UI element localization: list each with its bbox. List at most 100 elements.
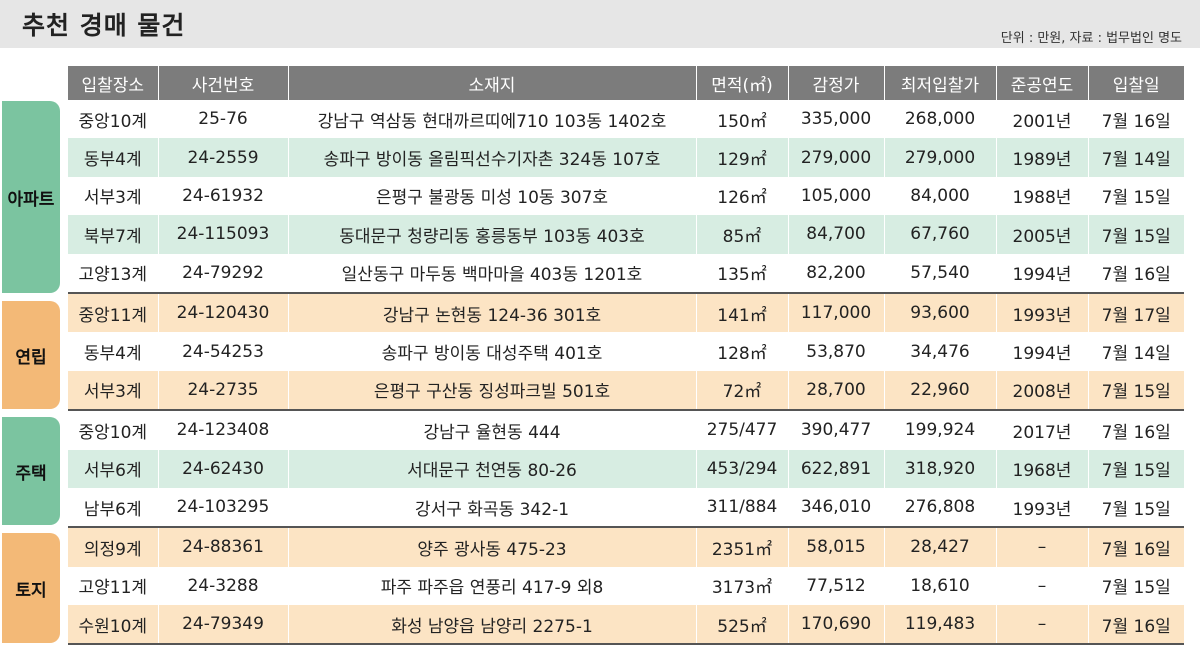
cell-area: 275/477 — [695, 409, 788, 450]
table-row: 의정9계 24-88361 양주 광사동 475-23 2351㎡ 58,015 28,4… — [68, 526, 1184, 567]
cell-area: 126㎡ — [695, 176, 788, 216]
cell-address: 강서구 화곡동 342-1 — [287, 487, 696, 528]
cell-case-number: 24-61932 — [157, 176, 288, 216]
cell-case-number: 24-54253 — [157, 332, 288, 371]
category-rowhouse: 연립 — [2, 301, 60, 409]
cell-case-number: 24-3288 — [157, 566, 288, 606]
cell-min-bid: 119,483 — [883, 605, 996, 646]
cell-area: 72㎡ — [695, 370, 788, 411]
cell-built-year: – — [995, 605, 1088, 646]
cell-bid-date: 7월 15일 — [1087, 215, 1184, 254]
cell-case-number: 24-115093 — [157, 215, 288, 254]
cell-area: 150㎡ — [695, 100, 788, 139]
cell-case-number: 24-79349 — [157, 605, 288, 646]
cell-place: 중앙10계 — [78, 111, 148, 132]
cell-place: 동부4계 — [83, 344, 142, 365]
cell-appraisal: 335,000 — [787, 100, 884, 139]
cell-built-year: 2001년 — [995, 100, 1088, 139]
cell-bid-date: 7월 16일 — [1087, 605, 1184, 646]
cell-place: 의정9계 — [68, 526, 158, 567]
cell-built-year: 1968년 — [995, 449, 1088, 488]
cell-min-bid: 93,600 — [883, 291, 996, 333]
cell-appraisal: 58,015 — [787, 526, 884, 567]
cell-bid-date: 7월 15일 — [1087, 449, 1184, 488]
table-row: 서부3계 24-2735 은평구 구산동 징성파크빌 501호 72㎡ 28,700 22… — [68, 370, 1184, 411]
cell-address: 화성 남양읍 남양리 2275-1 — [287, 605, 696, 646]
cell-area: 3173㎡ — [695, 566, 788, 606]
cell-appraisal: 390,477 — [787, 409, 884, 450]
cell-address: 일산동구 마두동 백마마을 403동 1201호 — [287, 253, 696, 293]
cell-place: 중앙11계 — [68, 291, 158, 333]
cell-bid-date: 7월 15일 — [1087, 176, 1184, 216]
cell-bid-date: 7월 16일 — [1087, 100, 1184, 139]
cell-built-year: 1994년 — [995, 253, 1088, 293]
source-note: 단위 : 만원, 자료 : 법무법인 명도 — [1000, 31, 1182, 46]
column-header: 면적(㎡) — [695, 66, 788, 100]
cell-appraisal: 105,000 — [787, 176, 884, 216]
cell-bid-date: 7월 14일 — [1087, 138, 1184, 177]
cell-place: 수원10계 — [68, 605, 158, 646]
column-header: 입찰일 — [1087, 66, 1184, 100]
category-house: 주택 — [2, 417, 60, 525]
column-header: 최저입찰가 — [883, 66, 996, 100]
cell-min-bid: 34,476 — [883, 332, 996, 371]
cell-case-number: 24-2559 — [157, 138, 288, 177]
cell-address: 강남구 논현동 124-36 301호 — [287, 291, 696, 333]
table-row: 남부6계 24-103295 강서구 화곡동 342-1 311/884 346,010… — [68, 487, 1184, 528]
cell-appraisal: 117,000 — [787, 291, 884, 333]
cell-appraisal: 77,512 — [787, 566, 884, 606]
cell-bid-date: 7월 15일 — [1087, 487, 1184, 528]
cell-appraisal: 28,700 — [787, 370, 884, 411]
cell-min-bid: 67,760 — [883, 215, 996, 254]
cell-area: 141㎡ — [695, 291, 788, 333]
cell-min-bid: 199,924 — [883, 409, 996, 450]
cell-case-number: 25-76 — [157, 100, 288, 139]
cell-min-bid: 268,000 — [883, 100, 996, 139]
cell-bid-date: 7월 16일 — [1087, 253, 1184, 293]
cell-min-bid: 276,808 — [883, 487, 996, 528]
cell-address: 은평구 불광동 미성 10동 307호 — [287, 176, 696, 216]
cell-area: 2351㎡ — [695, 526, 788, 567]
cell-case-number: 24-103295 — [157, 487, 288, 528]
cell-case-number: 24-62430 — [157, 449, 288, 488]
cell-case-number: 24-123408 — [157, 409, 288, 450]
column-header: 입찰장소 — [68, 66, 158, 100]
cell-case-number: 24-88361 — [157, 526, 288, 567]
table-row: 동부4계 24-54253 송파구 방이동 대성주택 401호 128㎡ 53,870 3… — [68, 332, 1184, 371]
cell-bid-date: 7월 17일 — [1087, 291, 1184, 333]
cell-address: 은평구 구산동 징성파크빌 501호 — [287, 370, 696, 411]
cell-address: 양주 광사동 475-23 — [287, 526, 696, 567]
column-header: 준공연도 — [995, 66, 1088, 100]
cell-area: 128㎡ — [695, 332, 788, 371]
cell-appraisal: 53,870 — [787, 332, 884, 371]
cell-area: 311/884 — [695, 487, 788, 528]
cell-place: 북부7계 — [68, 215, 158, 254]
cell-address: 서대문구 천연동 80-26 — [287, 449, 696, 488]
category-land: 토지 — [2, 533, 60, 643]
cell-built-year: 1988년 — [995, 176, 1088, 216]
column-header: 감정가 — [787, 66, 884, 100]
cell-min-bid: 318,920 — [883, 449, 996, 488]
cell-area: 525㎡ — [695, 605, 788, 646]
cell-bid-date: 7월 15일 — [1087, 370, 1184, 411]
cell-place: 서부3계 — [68, 370, 158, 411]
cell-min-bid: 279,000 — [883, 138, 996, 177]
cell-min-bid: 84,000 — [883, 176, 996, 216]
cell-built-year: 1993년 — [995, 487, 1088, 528]
cell-appraisal: 622,891 — [787, 449, 884, 488]
cell-built-year: 2005년 — [995, 215, 1088, 254]
table-row: 북부7계 24-115093 동대문구 청량리동 홍릉동부 103동 403호 85㎡… — [68, 215, 1184, 254]
cell-bid-date: 7월 16일 — [1087, 526, 1184, 567]
title-bar: 추천 경매 물건 단위 : 만원, 자료 : 법무법인 명도 — [0, 0, 1200, 48]
cell-place: 서부3계 — [83, 188, 142, 209]
cell-built-year: 1989년 — [995, 138, 1088, 177]
cell-built-year: – — [995, 566, 1088, 606]
auction-table: 입찰장소 사건번호 소재지 면적(㎡) 감정가 최저입찰가 준공연도 입찰일 중… — [68, 66, 1184, 646]
cell-address: 강남구 역삼동 현대까르띠에710 103동 1402호 — [287, 100, 696, 139]
cell-bid-date: 7월 16일 — [1087, 409, 1184, 450]
cell-case-number: 24-2735 — [157, 370, 288, 411]
cell-area: 453/294 — [695, 449, 788, 488]
cell-area: 129㎡ — [695, 138, 788, 177]
cell-built-year: 2017년 — [995, 409, 1088, 450]
cell-place: 고양13계 — [78, 265, 148, 286]
